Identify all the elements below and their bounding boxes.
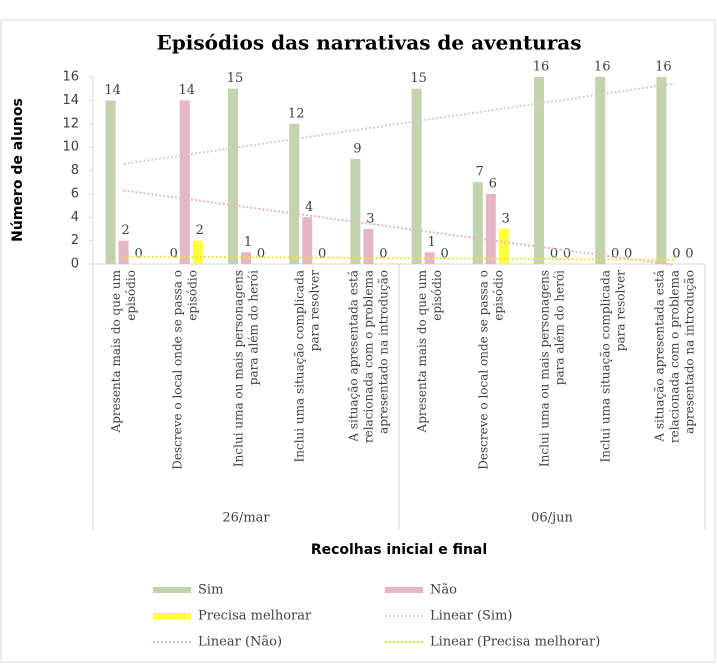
- data-label: 6: [489, 176, 497, 191]
- y-tick-label: 12: [62, 116, 79, 131]
- group-label: 06/jun: [531, 511, 573, 526]
- y-axis-label: Número de alunos: [10, 98, 26, 242]
- bar: [228, 88, 238, 264]
- bar: [534, 77, 544, 264]
- data-label: 1: [244, 235, 252, 250]
- data-label: 0: [170, 247, 178, 262]
- data-label: 14: [104, 83, 121, 98]
- bar: [472, 182, 483, 264]
- bar: [105, 100, 116, 264]
- y-tick-label: 14: [62, 93, 79, 108]
- x-tick-label: Inclui uma ou mais personagenspara além …: [231, 270, 260, 467]
- bar: [656, 77, 667, 264]
- data-label: 15: [410, 71, 427, 86]
- data-label: 12: [288, 106, 305, 121]
- bar: [350, 158, 361, 264]
- bar: [411, 88, 422, 264]
- bar: [289, 123, 300, 264]
- data-label: 0: [257, 247, 265, 262]
- trendline: [123, 82, 675, 165]
- data-label: 0: [440, 247, 448, 262]
- data-label: 0: [379, 247, 387, 262]
- data-label: 0: [134, 247, 142, 262]
- data-label: 4: [305, 200, 313, 215]
- data-label: 16: [594, 60, 611, 75]
- group-label: 26/mar: [222, 511, 270, 526]
- bar: [118, 240, 129, 264]
- data-label: 9: [353, 141, 361, 156]
- data-label: 0: [611, 247, 619, 262]
- x-tick-label: Descreve o local onde se passa oepisódio: [170, 270, 199, 470]
- x-tick-label: Inclui uma situação complicadapara resol…: [598, 270, 627, 463]
- data-label: 0: [563, 247, 571, 262]
- bar: [302, 217, 313, 264]
- y-tick-label: 2: [71, 233, 79, 248]
- data-label: 3: [502, 211, 510, 226]
- legend-label: Linear (Não): [198, 635, 282, 650]
- y-tick-label: 4: [71, 210, 79, 225]
- x-tick-label: Inclui uma situação complicadapara resol…: [292, 270, 321, 463]
- x-tick-label: A situação apresentada estárelacionada c…: [346, 270, 390, 443]
- data-label: 2: [196, 223, 204, 238]
- legend-label: Sim: [198, 583, 223, 598]
- y-tick-label: 8: [71, 163, 79, 178]
- data-label: 0: [318, 247, 326, 262]
- legend-label: Precisa melhorar: [198, 609, 312, 624]
- data-label: 0: [550, 247, 558, 262]
- trendline: [123, 189, 675, 267]
- bar: [485, 193, 496, 264]
- data-label: 0: [624, 247, 632, 262]
- data-label: 15: [227, 71, 244, 86]
- bar: [179, 100, 190, 264]
- bar: [424, 252, 435, 264]
- x-tick-label: A situação apresentada estárelacionada c…: [652, 270, 696, 443]
- legend-label: Linear (Sim): [430, 609, 513, 624]
- data-label: 0: [672, 247, 680, 262]
- x-axis-label: Recolhas inicial e final: [311, 542, 487, 558]
- legend-label: Linear (Precisa melhorar): [430, 635, 600, 650]
- data-label: 16: [533, 60, 550, 75]
- bar: [498, 228, 509, 264]
- x-tick-label: Apresenta mais do que umepisódio: [415, 269, 444, 433]
- chart-title: Episódios das narrativas de aventuras: [157, 31, 582, 55]
- y-tick-label: 16: [62, 70, 79, 85]
- data-label: 2: [121, 223, 129, 238]
- legend-label: Não: [430, 583, 457, 598]
- data-label: 3: [366, 211, 374, 226]
- x-tick-label: Inclui uma ou mais personagenspara além …: [537, 270, 566, 467]
- bar: [595, 77, 606, 264]
- data-label: 1: [427, 235, 435, 250]
- y-tick-label: 6: [71, 186, 79, 201]
- data-label: 0: [685, 247, 693, 262]
- y-tick-label: 0: [71, 257, 79, 272]
- x-tick-label: Apresenta mais do que umepisódio: [109, 269, 138, 433]
- bar: [241, 252, 251, 264]
- bar: [192, 240, 203, 264]
- x-tick-label: Descreve o local onde se passa oepisódio: [476, 270, 505, 470]
- bar: [363, 228, 374, 264]
- y-tick-label: 10: [62, 140, 79, 155]
- data-label: 16: [655, 60, 672, 75]
- data-label: 7: [476, 165, 484, 180]
- data-label: 14: [179, 83, 196, 98]
